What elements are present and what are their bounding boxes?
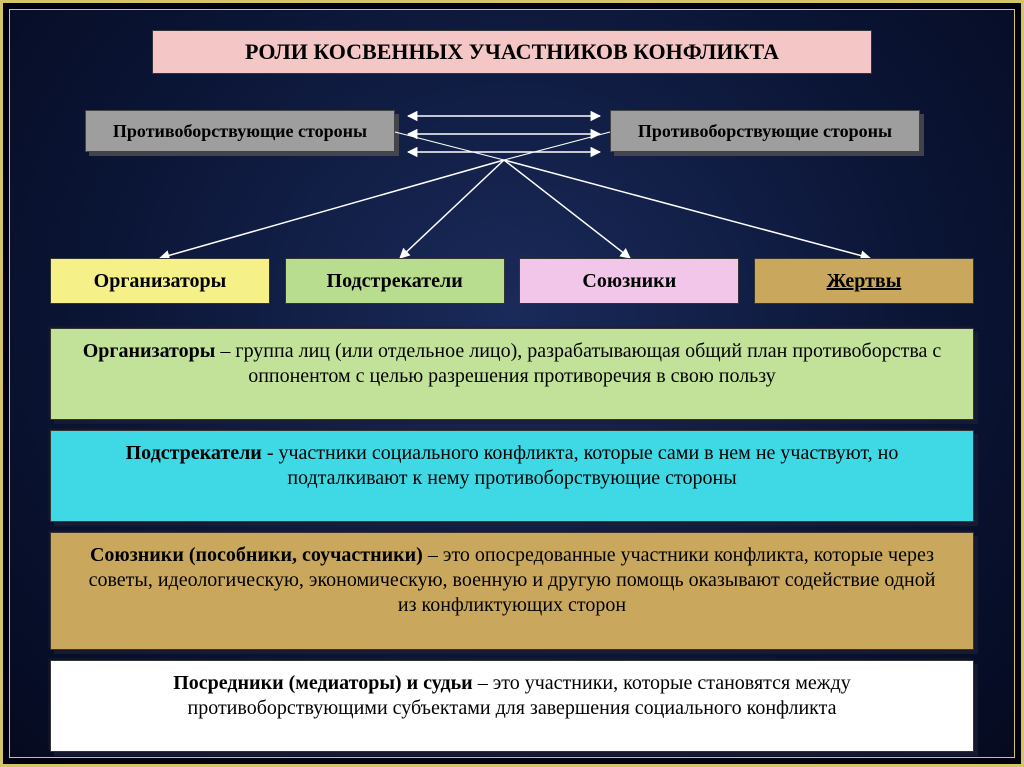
outer-frame: РОЛИ КОСВЕННЫХ УЧАСТНИКОВ КОНФЛИКТА Прот… [0,0,1024,767]
category-box-1: Подстрекатели [285,258,505,304]
category-box-0: Организаторы [50,258,270,304]
opposing-side-left: Противоборствующие стороны [85,110,395,152]
category-box-2: Союзники [519,258,739,304]
opposing-side-right: Противоборствующие стороны [610,110,920,152]
description-box-0: Организаторы – группа лиц (или отдельное… [50,328,974,420]
description-box-2: Союзники (пособники, соучастники) – это … [50,532,974,650]
slide-title: РОЛИ КОСВЕННЫХ УЧАСТНИКОВ КОНФЛИКТА [152,30,872,74]
description-box-1: Подстрекатели - участники социального ко… [50,430,974,522]
category-row: Организаторы Подстрекатели Союзники Жертвы [50,258,974,304]
description-box-3: Посредники (медиаторы) и судьи – это уча… [50,660,974,752]
category-box-3: Жертвы [754,258,974,304]
inner-frame: РОЛИ КОСВЕННЫХ УЧАСТНИКОВ КОНФЛИКТА Прот… [9,9,1015,758]
